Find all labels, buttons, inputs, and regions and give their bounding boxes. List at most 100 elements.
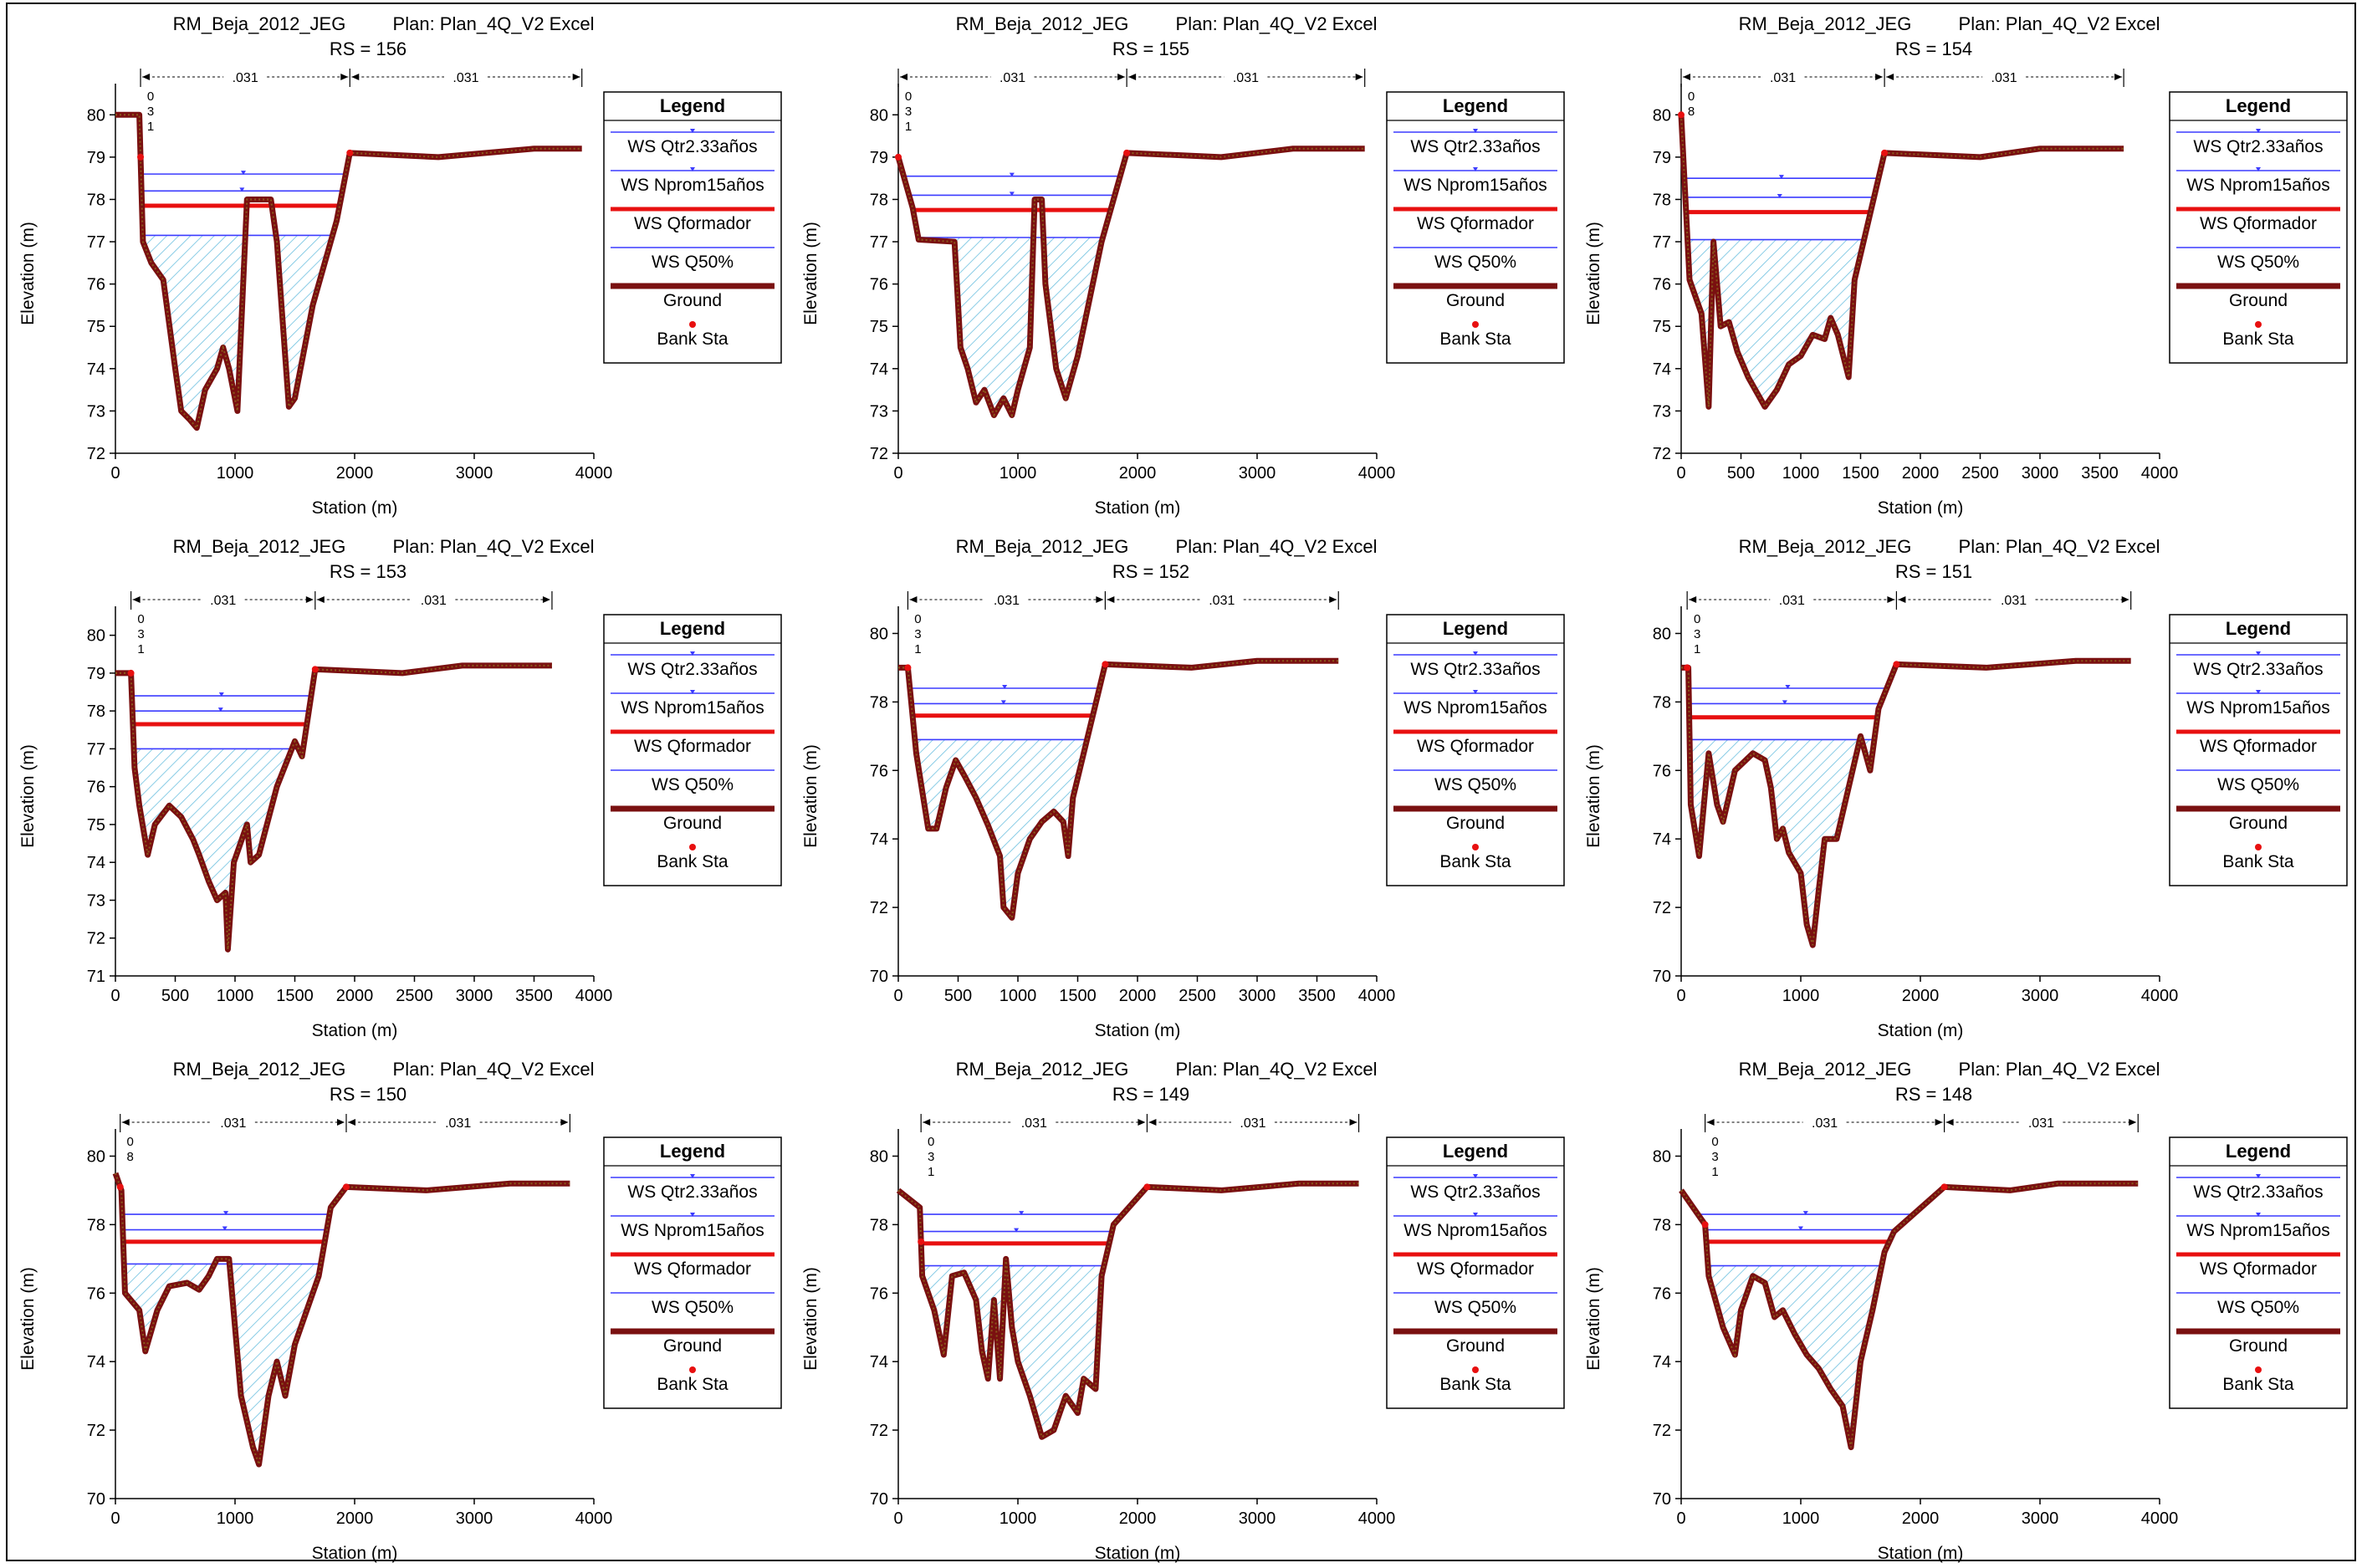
bank-sta-marker <box>137 153 145 161</box>
legend-label: Bank Sta <box>1439 329 1511 349</box>
x-tick-label: 1000 <box>1000 987 1037 1005</box>
legend-title: Legend <box>2226 618 2291 639</box>
manning-n-label: .031 <box>1000 71 1025 85</box>
x-axis-label: Station (m) <box>312 498 398 518</box>
legend-label: Bank Sta <box>657 329 729 349</box>
x-tick-label: 0 <box>1676 987 1685 1005</box>
manning-arrow <box>1683 74 1690 80</box>
x-tick-label: 4000 <box>2141 1509 2179 1528</box>
plan-title: Plan: Plan_4Q_V2 Excel <box>1959 13 2160 34</box>
legend-swatch-marker <box>690 651 695 656</box>
x-tick-label: 3000 <box>2022 464 2059 483</box>
ws-q50-fill <box>922 1265 1104 1438</box>
y-tick-label: 73 <box>870 402 888 421</box>
manning-n-label: .031 <box>452 71 478 85</box>
legend-swatch-marker <box>1473 1174 1478 1178</box>
legend-swatch-marker <box>1473 651 1478 656</box>
y-tick-label: 77 <box>870 233 888 252</box>
x-axis-label: Station (m) <box>1095 498 1181 518</box>
ws-marker <box>1797 1226 1803 1231</box>
manning-n-label: .031 <box>1770 71 1796 85</box>
y-axis-label: Elevation (m) <box>1584 1267 1603 1371</box>
y-tick-label: 79 <box>1653 149 1671 167</box>
legend-label: Ground <box>663 814 722 833</box>
y-tick-label: 74 <box>870 360 888 379</box>
x-tick-label: 1000 <box>1000 464 1037 483</box>
manning-n-label: .031 <box>2001 594 2027 608</box>
bank-label: 8 <box>1688 105 1695 119</box>
ws-marker <box>1014 1228 1020 1233</box>
y-tick-label: 70 <box>1653 1490 1671 1509</box>
y-tick-label: 76 <box>870 1285 888 1303</box>
y-tick-label: 75 <box>1653 318 1671 336</box>
bank-label: 3 <box>1694 627 1700 641</box>
manning-arrow <box>2121 596 2129 603</box>
bank-sta-marker <box>1102 661 1109 668</box>
ws-q50-fill <box>142 235 333 428</box>
manning-n-label: .031 <box>1991 71 2017 85</box>
legend-label: WS Qtr2.33años <box>627 660 757 679</box>
y-tick-label: 78 <box>87 1216 105 1234</box>
legend-label: Bank Sta <box>1439 1375 1511 1394</box>
ground-texture <box>115 664 552 950</box>
y-tick-label: 74 <box>1653 830 1671 849</box>
ground-line <box>898 657 1339 921</box>
y-tick-label: 79 <box>87 149 105 167</box>
rs-title: RS = 150 <box>330 1084 406 1105</box>
x-axis-label: Station (m) <box>1878 1021 1964 1040</box>
manning-n-label: .031 <box>220 1116 246 1131</box>
y-tick-label: 76 <box>870 276 888 294</box>
bank-sta-marker <box>116 1183 124 1191</box>
y-tick-label: 72 <box>87 930 105 948</box>
manning-n-label: .031 <box>421 594 447 608</box>
y-tick-label: 78 <box>870 693 888 712</box>
manning-arrow <box>572 74 580 80</box>
x-tick-label: 2000 <box>1902 1509 1940 1528</box>
legend-box <box>1386 1136 1565 1409</box>
y-tick-label: 73 <box>87 402 105 421</box>
manning-arrow <box>1117 74 1126 80</box>
ws-marker <box>1019 1211 1025 1216</box>
project-title: RM_Beja_2012_JEG <box>173 1059 346 1080</box>
ws-q50-fill <box>134 748 304 950</box>
x-tick-label: 4000 <box>575 1509 613 1528</box>
manning-arrow <box>2129 1119 2137 1126</box>
bank-label: 0 <box>137 612 144 626</box>
legend-swatch <box>1472 321 1479 328</box>
x-tick-label: 4000 <box>1358 1509 1396 1528</box>
plan-title: Plan: Plan_4Q_V2 Excel <box>393 13 595 34</box>
legend-swatch-marker <box>1473 1213 1478 1217</box>
x-tick-label: 0 <box>1676 1509 1685 1528</box>
ws-marker <box>1002 685 1008 689</box>
y-axis-label: Elevation (m) <box>18 222 38 325</box>
x-tick-label: 0 <box>893 1509 902 1528</box>
x-tick-label: 2500 <box>1961 464 1999 483</box>
x-tick-label: 2000 <box>1119 987 1157 1005</box>
x-tick-label: 3000 <box>456 464 493 483</box>
rs-title: RS = 153 <box>330 561 406 582</box>
manning-arrow <box>923 1119 931 1126</box>
manning-arrow <box>900 74 907 80</box>
rs-title: RS = 154 <box>1895 38 1972 59</box>
manning-n-label: .031 <box>1812 1116 1838 1131</box>
legend-title: Legend <box>1443 95 1508 116</box>
chart-panel: RM_Beja_2012_JEG Plan: Plan_4Q_V2 Excel RS… <box>1584 1059 2348 1563</box>
x-axis-label: Station (m) <box>312 1021 398 1040</box>
ground-line <box>1681 657 2131 948</box>
plan-title: Plan: Plan_4Q_V2 Excel <box>1959 536 2160 557</box>
ground-line <box>112 1172 570 1468</box>
x-tick-label: 3000 <box>2022 987 2059 1005</box>
legend-label: WS Nprom15años <box>2186 1221 2330 1240</box>
legend-label: WS Qtr2.33años <box>2193 137 2323 156</box>
legend-label: WS Qformador <box>1417 737 1534 756</box>
bank-label: 1 <box>1694 642 1700 656</box>
bank-sta-marker <box>1684 664 1691 672</box>
legend-swatch <box>2255 1366 2262 1373</box>
legend-label: Bank Sta <box>657 852 729 871</box>
ws-marker <box>1802 1211 1808 1216</box>
x-tick-label: 2000 <box>1119 464 1157 483</box>
y-tick-label: 78 <box>870 1216 888 1234</box>
y-tick-label: 76 <box>1653 1285 1671 1303</box>
y-tick-label: 76 <box>870 762 888 780</box>
rs-title: RS = 148 <box>1895 1084 1972 1105</box>
